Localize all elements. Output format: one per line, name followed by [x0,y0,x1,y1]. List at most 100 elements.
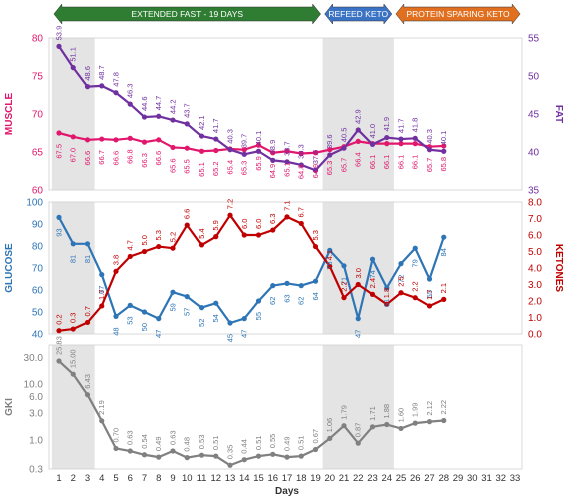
glucose-point [312,278,319,284]
ketones-point [270,227,276,233]
glucose-data-label: 45 [226,334,235,342]
x-tick-6: 7 [142,473,147,484]
fat-data-label: 43.7 [183,103,192,118]
glucose-point [198,305,205,311]
muscle-point [156,137,162,143]
gki-data-label: 0.63 [169,430,178,445]
ketones-point [113,268,119,274]
muscle-point [441,143,447,149]
muscle-point [298,150,304,157]
ketones-data-label: 6.7 [297,207,306,217]
banner-arrow-2 [395,3,521,25]
fat-point [227,147,233,153]
x-tick-5: 6 [128,473,133,484]
fat-point [184,121,190,127]
gki-data-label: 0.49 [154,436,163,451]
glucose-point [355,316,361,322]
ketones-point [412,295,418,301]
banner-label-2: PROTEIN SPARING KETO [406,9,510,19]
fat-point [213,136,219,142]
gki-data-label: 0.87 [354,423,363,438]
x-tick-1: 2 [71,473,76,484]
fat-data-label: 44.7 [154,96,163,111]
gki-data-label: 0.51 [297,436,306,451]
glucose-point [327,247,333,253]
ketones-point [426,303,433,309]
glucose-axis-tick-5: 90 [32,220,44,231]
gki-point [127,448,133,454]
x-tick-28: 29 [453,473,464,484]
muscle-data-label: 64.9 [311,164,320,179]
gki-axis-tick-4: 10.0 [24,380,44,391]
banner-label-1: REFEED KETO [328,9,388,19]
data-labels: 67.5 67.0 66.6 66.7 66.6 66.8 66.3 66.6 65.6 65.5… [55,26,449,460]
glucose-point [241,316,247,322]
muscle-point [384,141,390,147]
x-tick-13: 14 [239,473,250,484]
ketones-data-label: 7.1 [283,200,292,210]
fat-point [170,117,176,123]
glucose-point [99,272,105,278]
ketones-data-label: 5.2 [169,232,178,242]
axes: 6065707580MUSCLE3540455055FAT40506070809… [4,34,564,498]
fat-data-label: 39.7 [240,134,249,149]
fat-point [84,84,91,90]
muscle-data-label: 65.7 [340,158,349,173]
gki-axis-title: GKI [4,398,15,416]
glucose-axis-tick-6: 100 [26,198,43,209]
ketones-data-label: 5.9 [211,220,220,230]
fat-data-label: 47.8 [112,72,121,87]
ketones-point [184,222,190,228]
gki-data-label: 0.63 [126,430,135,445]
x-tick-15: 16 [267,473,278,484]
fat-axis-tick-2: 45 [528,110,540,121]
gki-point [284,454,290,460]
gki-point [270,451,276,457]
muscle-data-label: 65.9 [254,156,263,171]
gki-data-label: 1.88 [382,404,391,419]
gki-point [255,453,262,459]
glucose-data-label: 79 [411,259,420,267]
gki-point [441,417,447,424]
glucose-data-label: 64 [311,292,320,300]
ketones-point [312,243,319,250]
gki-data-label: 0.49 [283,436,292,451]
ketones-data-label: 2.4 [368,278,377,288]
muscle-data-label: 66.4 [354,152,363,167]
x-tick-18: 19 [310,473,321,484]
ketones-data-label: 2.5 [397,276,406,286]
fat-axis-tick-0: 35 [528,186,540,197]
ketones-point [255,232,262,238]
ketones-data-label: 5.4 [197,228,206,238]
gki-point [56,358,62,364]
fat-point [113,90,119,96]
glucose-point [412,245,418,251]
fat-point [127,101,133,107]
x-tick-27: 28 [438,473,449,484]
gki-point [327,435,333,442]
ketones-axis-title: KETONES [553,244,564,292]
gki-data-label: 1.99 [411,403,420,418]
glucose-data-label: 59 [169,303,178,311]
gki-data-label: 0.35 [226,445,235,460]
ketones-point [398,290,404,296]
muscle-point [56,130,62,136]
fat-point [156,113,162,119]
gki-axis-tick-2: 3.0 [29,409,43,420]
fat-data-label: 53.9 [55,26,64,41]
fat-data-label: 38.3 [297,144,306,159]
gki-point [384,421,390,428]
ketones-point [99,303,105,309]
glucose-point [284,280,290,286]
panel-frame-0 [48,37,523,191]
muscle-point [398,141,404,147]
muscle-point [284,148,290,154]
ketones-point [284,214,290,220]
gki-axis-tick-5: 30.0 [24,353,44,364]
glucose-point [141,309,148,315]
muscle-data-label: 66.1 [397,155,406,170]
gki-data-label: 1.06 [325,418,334,433]
fat-point [441,148,447,154]
gki-data-label: 0.55 [268,434,277,449]
glucose-data-label: 50 [140,323,149,331]
